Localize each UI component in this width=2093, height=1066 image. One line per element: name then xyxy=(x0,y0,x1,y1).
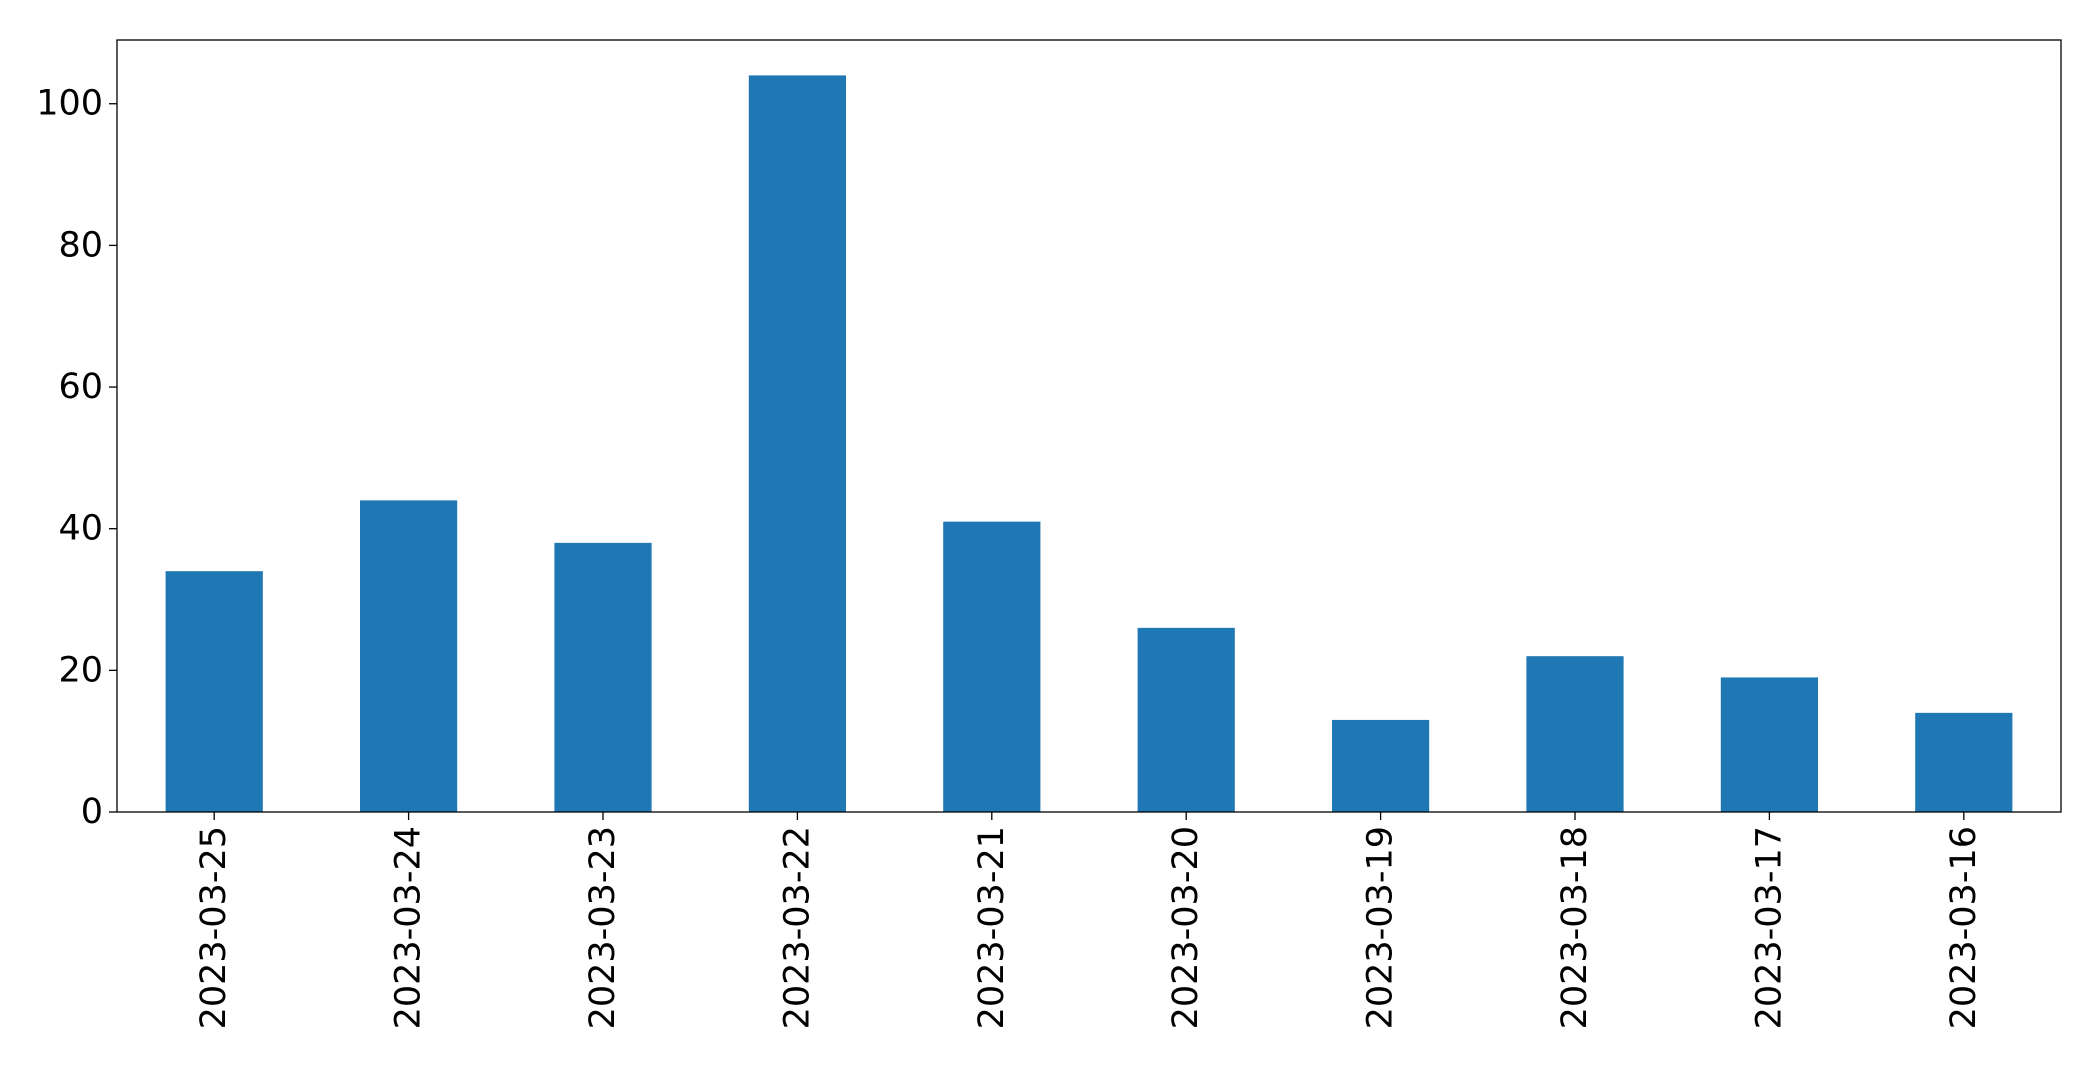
x-tick-label: 2023-03-17 xyxy=(1749,826,1789,1029)
x-tick-label: 2023-03-21 xyxy=(972,826,1012,1029)
y-tick-label: 0 xyxy=(81,792,103,832)
bar-2023-03-24 xyxy=(360,500,458,812)
x-tick-label: 2023-03-20 xyxy=(1166,826,1206,1029)
bar-2023-03-23 xyxy=(554,542,652,812)
bar-2023-03-25 xyxy=(165,571,263,812)
x-tick-label: 2023-03-19 xyxy=(1361,826,1401,1029)
x-axis: 2023-03-25 2023-03-24 2023-03-23 2023-03-22… xyxy=(194,812,1984,1029)
x-tick-label: 2023-03-23 xyxy=(583,826,623,1029)
plot-frame xyxy=(116,39,2062,813)
bar-2023-03-19 xyxy=(1332,719,1430,812)
y-tick-label: 80 xyxy=(58,225,103,265)
y-tick-label: 20 xyxy=(58,650,103,690)
y-axis: 0 20 40 60 80 100 xyxy=(36,84,117,832)
bar-2023-03-20 xyxy=(1137,627,1235,812)
bar-2023-03-17 xyxy=(1720,677,1818,812)
y-tick-label: 100 xyxy=(36,84,103,124)
x-tick-label: 2023-03-25 xyxy=(194,826,234,1029)
bar-2023-03-18 xyxy=(1526,656,1624,812)
y-tick-label: 40 xyxy=(58,509,103,549)
x-tick-label: 2023-03-18 xyxy=(1555,826,1595,1029)
bar-2023-03-21 xyxy=(943,521,1041,812)
bar-2023-03-16 xyxy=(1915,712,2013,812)
bars-layer xyxy=(165,75,2013,812)
x-tick-label: 2023-03-16 xyxy=(1944,826,1984,1029)
y-tick-label: 60 xyxy=(58,367,103,407)
x-tick-label: 2023-03-24 xyxy=(389,826,429,1029)
bar-2023-03-22 xyxy=(748,75,846,812)
x-tick-label: 2023-03-22 xyxy=(777,826,817,1029)
